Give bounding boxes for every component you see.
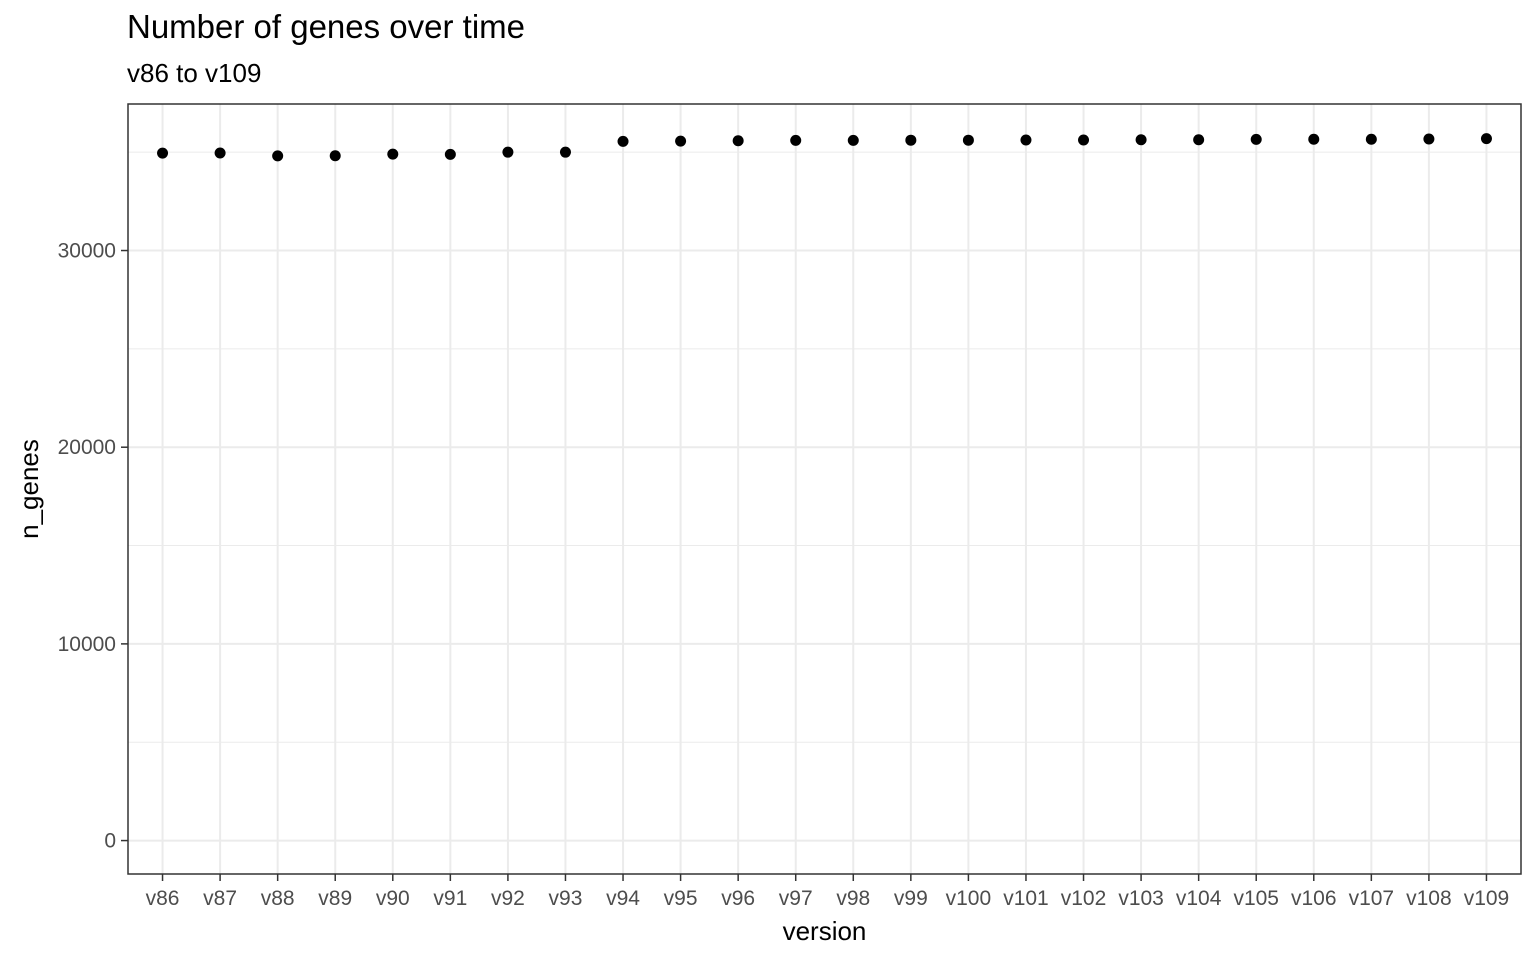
data-point — [157, 147, 169, 159]
y-axis: 0 10000 20000 30000 — [58, 240, 128, 853]
y-tick-label: 20000 — [58, 436, 116, 459]
data-point — [387, 148, 399, 160]
data-point — [214, 147, 226, 159]
data-point — [1135, 134, 1147, 146]
x-tick-label: v106 — [1291, 887, 1337, 910]
chart-title: Number of genes over time — [127, 8, 526, 45]
x-tick-label: v95 — [664, 887, 698, 910]
x-axis-title: version — [783, 916, 867, 946]
data-point — [732, 135, 744, 147]
y-axis-title: n_genes — [14, 439, 44, 539]
data-point — [1423, 133, 1435, 145]
x-tick-label: v101 — [1003, 887, 1049, 910]
data-point — [962, 134, 974, 146]
y-tick-label: 0 — [104, 830, 116, 853]
x-tick-label: v99 — [894, 887, 928, 910]
x-tick-label: v89 — [318, 887, 352, 910]
x-tick-label: v94 — [606, 887, 640, 910]
x-tick-label: v87 — [203, 887, 237, 910]
panel-border — [127, 103, 1522, 875]
data-point — [905, 134, 917, 146]
data-point — [559, 146, 571, 158]
x-tick-label: v91 — [433, 887, 467, 910]
x-tick-label: v97 — [779, 887, 813, 910]
data-point — [1020, 134, 1032, 146]
x-tick-label: v98 — [836, 887, 870, 910]
data-point — [1250, 133, 1262, 145]
data-point — [847, 134, 859, 146]
data-point — [1365, 133, 1377, 145]
x-tick-label: v102 — [1061, 887, 1107, 910]
x-tick-label: v104 — [1176, 887, 1222, 910]
data-point — [1480, 133, 1492, 145]
x-tick-label: v108 — [1406, 887, 1452, 910]
data-points — [157, 133, 1492, 162]
x-tick-label: v92 — [491, 887, 525, 910]
x-tick-label: v90 — [376, 887, 410, 910]
data-point — [444, 148, 456, 160]
x-axis: v86 v87 v88 v89 v90 v91 v92 v93 v94 v95 v96 v97 v98 v… — [146, 874, 1510, 910]
x-tick-label: v88 — [261, 887, 295, 910]
y-tick-label: 10000 — [58, 633, 116, 656]
data-point — [1078, 134, 1090, 146]
data-point — [272, 150, 284, 162]
x-tick-label: v93 — [549, 887, 583, 910]
x-tick-label: v107 — [1349, 887, 1395, 910]
chart-subtitle: v86 to v109 — [127, 58, 262, 88]
data-point — [1193, 134, 1205, 146]
data-point — [617, 135, 629, 147]
x-tick-label: v86 — [146, 887, 180, 910]
data-point — [790, 134, 802, 146]
y-tick-label: 30000 — [58, 240, 116, 263]
data-point — [502, 146, 514, 158]
x-tick-label: v103 — [1118, 887, 1164, 910]
data-point — [675, 135, 687, 147]
x-tick-label: v100 — [946, 887, 992, 910]
data-point — [1308, 133, 1320, 145]
x-tick-label: v96 — [721, 887, 755, 910]
x-tick-label: v105 — [1233, 887, 1279, 910]
x-tick-label: v109 — [1464, 887, 1510, 910]
grid-lines — [128, 104, 1521, 874]
data-point — [329, 150, 341, 162]
